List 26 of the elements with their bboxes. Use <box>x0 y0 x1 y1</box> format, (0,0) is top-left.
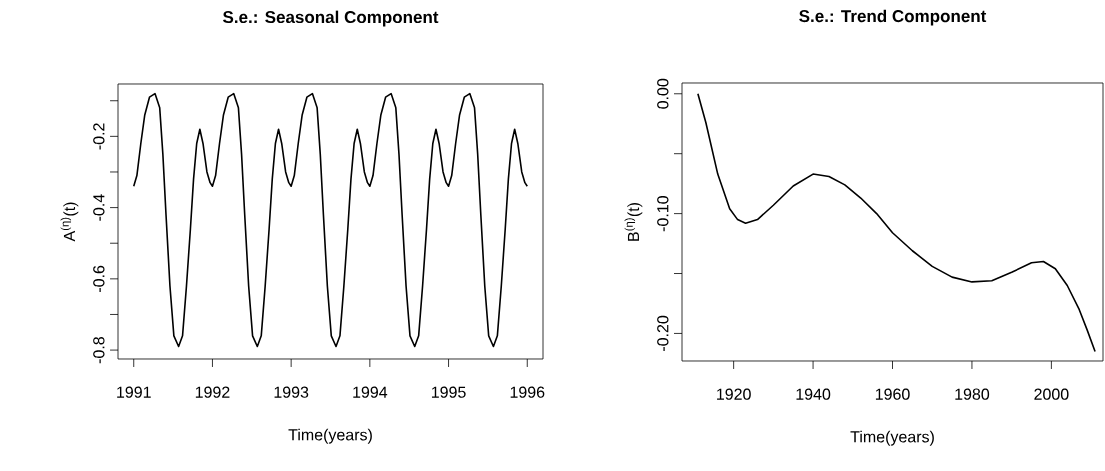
y-axis-title: B$^{(η)}$(t) <box>624 203 643 241</box>
x-tick-label: 1960 <box>875 388 910 400</box>
y-tick-label: 0.00 <box>657 78 669 109</box>
y-tick-label: -0.10 <box>657 195 669 232</box>
x-tick-label: 1980 <box>955 388 990 400</box>
x-axis-title: Time(years) <box>850 430 934 446</box>
y-tick-label: -0.8 <box>93 337 105 364</box>
chart-title: S.e.: Trend Component <box>799 9 987 26</box>
x-tick-label: 1995 <box>431 386 466 398</box>
line-series <box>132 92 529 348</box>
x-tick-label: 1994 <box>353 386 388 398</box>
x-tick-label: 2000 <box>1034 388 1069 400</box>
x-tick-label: 1920 <box>717 388 751 400</box>
x-tick-label: 1993 <box>274 386 309 398</box>
chart-title: S.e.: Seasonal Component <box>222 10 439 27</box>
x-tick-label: 1991 <box>117 386 151 398</box>
x-axis-title: Time(years) <box>288 428 372 444</box>
y-tick-label: -0.6 <box>93 265 105 292</box>
y-tick-label: -0.2 <box>93 123 105 150</box>
y-tick-label: -0.4 <box>93 194 105 221</box>
x-tick-label: 1996 <box>510 386 545 398</box>
line-series <box>697 92 1096 353</box>
x-tick-label: 1992 <box>195 386 230 398</box>
y-tick-label: -0.20 <box>657 315 669 351</box>
y-axis-title: A$^{(η)}$(t) <box>60 202 79 242</box>
x-tick-label: 1940 <box>796 388 831 400</box>
